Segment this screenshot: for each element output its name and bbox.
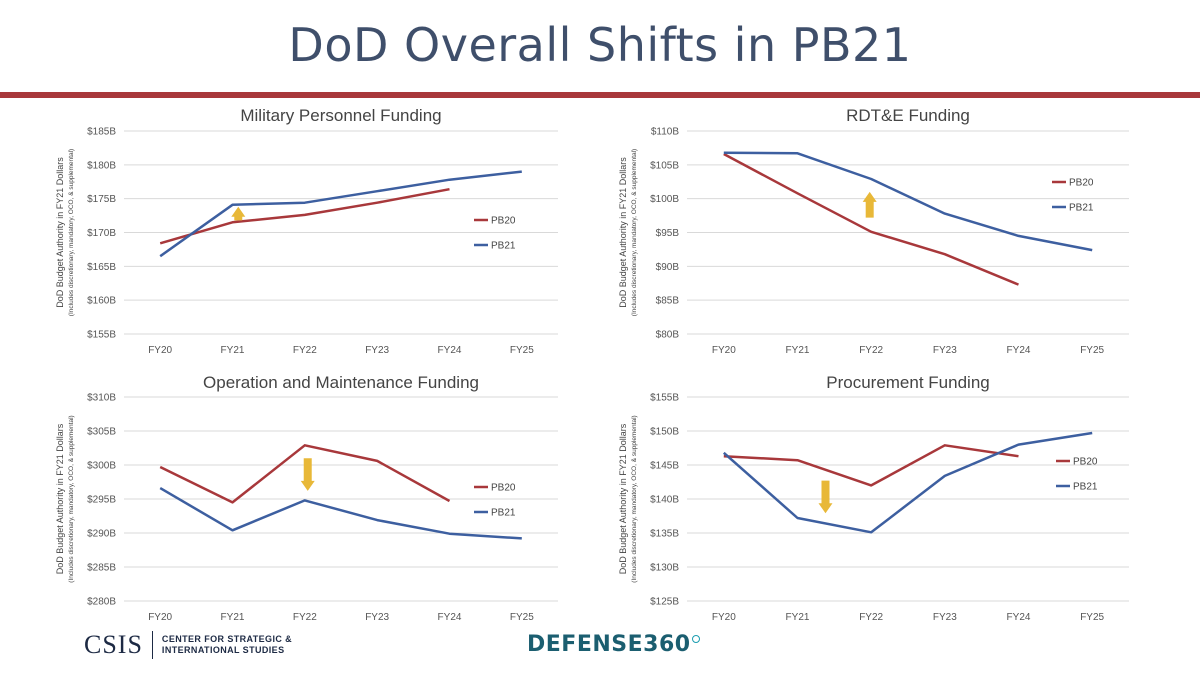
arrow-down-icon [818,480,833,514]
y-axis-label: DoD Budget Authority in FY21 Dollars [618,423,628,574]
series-line-pb21 [159,170,522,258]
y-tick-label: $95B [656,228,680,239]
series-line-pb20 [159,187,450,245]
title-divider [0,92,1200,98]
series-line-pb20 [723,152,1019,286]
x-tick-label: FY20 [712,612,736,623]
y-tick-label: $290B [87,529,116,540]
chart-title: RDT&E Funding [846,106,970,125]
series-line-pb21 [723,151,1093,252]
chart-title: Procurement Funding [826,373,989,392]
x-tick-label: FY22 [293,345,317,356]
y-tick-label: $175B [87,194,116,205]
y-tick-label: $105B [650,160,679,171]
x-tick-label: FY20 [148,612,172,623]
arrow-up-icon [862,191,877,218]
y-tick-label: $90B [656,262,680,273]
series-line-pb21 [722,431,1093,534]
arrow-up-icon [231,206,246,221]
y-axis-sublabel: (Includes discretionary, mandatory, OCO,… [631,149,638,316]
y-tick-label: $110B [651,127,680,138]
legend-label: PB20 [491,483,516,494]
x-tick-label: FY21 [786,345,810,356]
y-tick-label: $285B [87,563,116,574]
y-tick-label: $160B [87,296,116,307]
y-tick-label: $305B [87,427,116,438]
y-tick-label: $135B [650,529,679,540]
arrow-down-icon [300,458,315,491]
x-tick-label: FY23 [365,612,389,623]
series-line-pb20 [723,444,1019,487]
x-tick-label: FY23 [933,612,957,623]
y-tick-label: $185B [87,127,116,138]
csis-name-line1: CENTER FOR STRATEGIC & [161,634,293,644]
y-tick-label: $100B [650,194,679,205]
x-tick-label: FY24 [438,345,462,356]
legend-label: PB21 [491,241,516,252]
x-tick-label: FY24 [1007,345,1031,356]
y-tick-label: $155B [87,330,116,341]
y-axis-sublabel: (Includes discretionary, mandatory, OCO,… [68,149,75,316]
legend-label: PB20 [1069,178,1094,189]
y-tick-label: $155B [650,393,679,404]
legend-label: PB21 [1073,482,1098,493]
series-line-pb20 [159,444,451,504]
y-tick-label: $125B [650,597,679,608]
x-tick-label: FY22 [293,612,317,623]
csis-wordmark: CSIS [84,630,143,659]
x-tick-label: FY25 [510,345,534,356]
y-tick-label: $170B [87,228,116,239]
y-tick-label: $85B [656,296,680,307]
y-axis-sublabel: (Includes discretionary, mandatory, OCO,… [68,415,75,582]
y-tick-label: $295B [87,495,116,506]
x-tick-label: FY20 [712,345,736,356]
legend-label: PB20 [491,216,516,227]
legend-label: PB20 [1073,457,1098,468]
x-tick-label: FY21 [221,345,245,356]
csis-full-name: CENTER FOR STRATEGIC & INTERNATIONAL STU… [162,634,292,656]
x-tick-label: FY25 [1080,612,1104,623]
x-tick-label: FY22 [859,612,883,623]
y-tick-label: $145B [650,461,679,472]
chart-title: Operation and Maintenance Funding [203,373,479,392]
x-tick-label: FY20 [148,345,172,356]
y-axis-label: DoD Budget Authority in FY21 Dollars [618,157,628,308]
y-tick-label: $80B [656,330,680,341]
y-tick-label: $150B [650,427,679,438]
x-tick-label: FY25 [510,612,534,623]
slide-title: DoD Overall Shifts in PB21 [288,18,912,72]
y-axis-label: DoD Budget Authority in FY21 Dollars [55,157,65,308]
x-tick-label: FY25 [1080,345,1104,356]
y-axis-label: DoD Budget Authority in FY21 Dollars [55,423,65,574]
y-tick-label: $140B [650,495,679,506]
chart-title: Military Personnel Funding [240,106,441,125]
x-tick-label: FY21 [786,612,810,623]
defense360-logo: DEFENSE360 [527,630,700,660]
csis-logo: CSIS CENTER FOR STRATEGIC & INTERNATIONA… [84,630,292,660]
series-line-pb21 [159,487,522,540]
y-tick-label: $300B [87,461,116,472]
y-tick-label: $310B [87,393,116,404]
csis-logo-divider [151,631,153,659]
csis-name-line2: INTERNATIONAL STUDIES [161,645,285,655]
defense360-wordmark: DEFENSE360 [527,632,691,657]
y-tick-label: $280B [87,597,116,608]
y-tick-label: $130B [650,563,679,574]
x-tick-label: FY24 [438,612,462,623]
defense360-ring-icon [691,635,700,643]
x-tick-label: FY23 [365,345,389,356]
legend-label: PB21 [1069,203,1094,214]
y-tick-label: $165B [87,262,116,273]
x-tick-label: FY23 [933,345,957,356]
y-tick-label: $180B [87,160,116,171]
x-tick-label: FY21 [221,612,245,623]
y-axis-sublabel: (Includes discretionary, mandatory, OCO,… [631,415,638,582]
legend-label: PB21 [491,508,516,519]
x-tick-label: FY22 [859,345,883,356]
x-tick-label: FY24 [1007,612,1031,623]
